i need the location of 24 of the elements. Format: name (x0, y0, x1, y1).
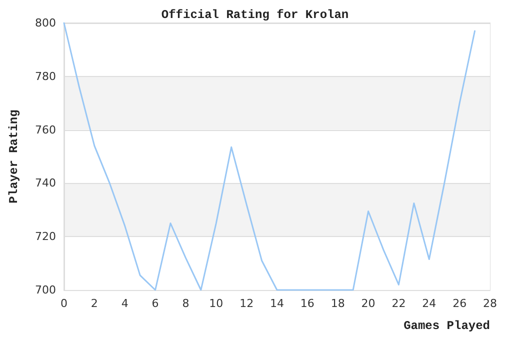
y-tick-label: 700 (35, 284, 56, 296)
x-tick-label: 14 (270, 297, 284, 310)
x-tick-label: 8 (182, 297, 190, 310)
x-tick-label: 0 (60, 297, 68, 310)
x-tick-label: 28 (483, 297, 497, 310)
x-tick-label: 24 (422, 297, 436, 310)
x-tick-label: 2 (90, 297, 98, 310)
x-tick-label: 26 (452, 297, 467, 310)
y-tick-label: 720 (35, 230, 56, 244)
x-axis-title: Games Played (404, 319, 490, 333)
chart-title: Official Rating for Krolan (161, 8, 349, 22)
x-tick-label: 22 (392, 297, 406, 310)
x-tick-label: 12 (240, 297, 254, 310)
x-tick-label: 6 (152, 297, 159, 310)
x-tick-label: 16 (300, 297, 314, 310)
y-tick-label: 800 (35, 16, 56, 30)
y-tick-label: 760 (35, 123, 56, 136)
x-tick-label: 10 (209, 297, 224, 310)
x-tick-label: 20 (361, 297, 376, 310)
y-tick-label: 780 (35, 70, 56, 83)
y-axis-title: Player Rating (7, 110, 21, 204)
x-tick-label: 4 (121, 297, 128, 310)
x-tick-label: 18 (330, 297, 345, 310)
y-tick-label: 740 (35, 176, 56, 190)
